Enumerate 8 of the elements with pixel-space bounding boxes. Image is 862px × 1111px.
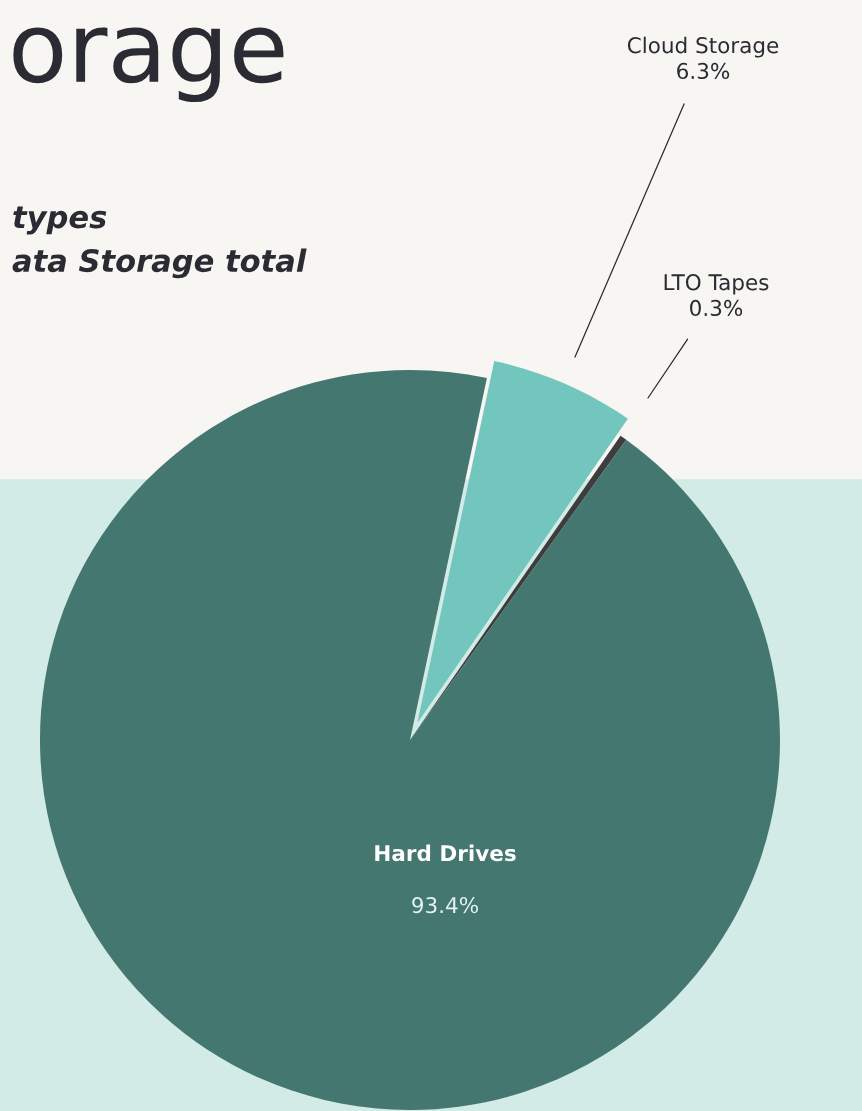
slice-label: LTO Tapes — [664, 274, 769, 295]
data-label: 93.4% — [412, 896, 479, 914]
data-label: 0.3% — [690, 299, 743, 317]
slice-label: Hard Drives — [375, 844, 516, 862]
data-label: 6.3% — [677, 62, 730, 80]
slice-label: Cloud Storage — [627, 36, 779, 58]
chart-title: orage — [13, 27, 284, 103]
text: types ata Storage total — [12, 206, 307, 279]
